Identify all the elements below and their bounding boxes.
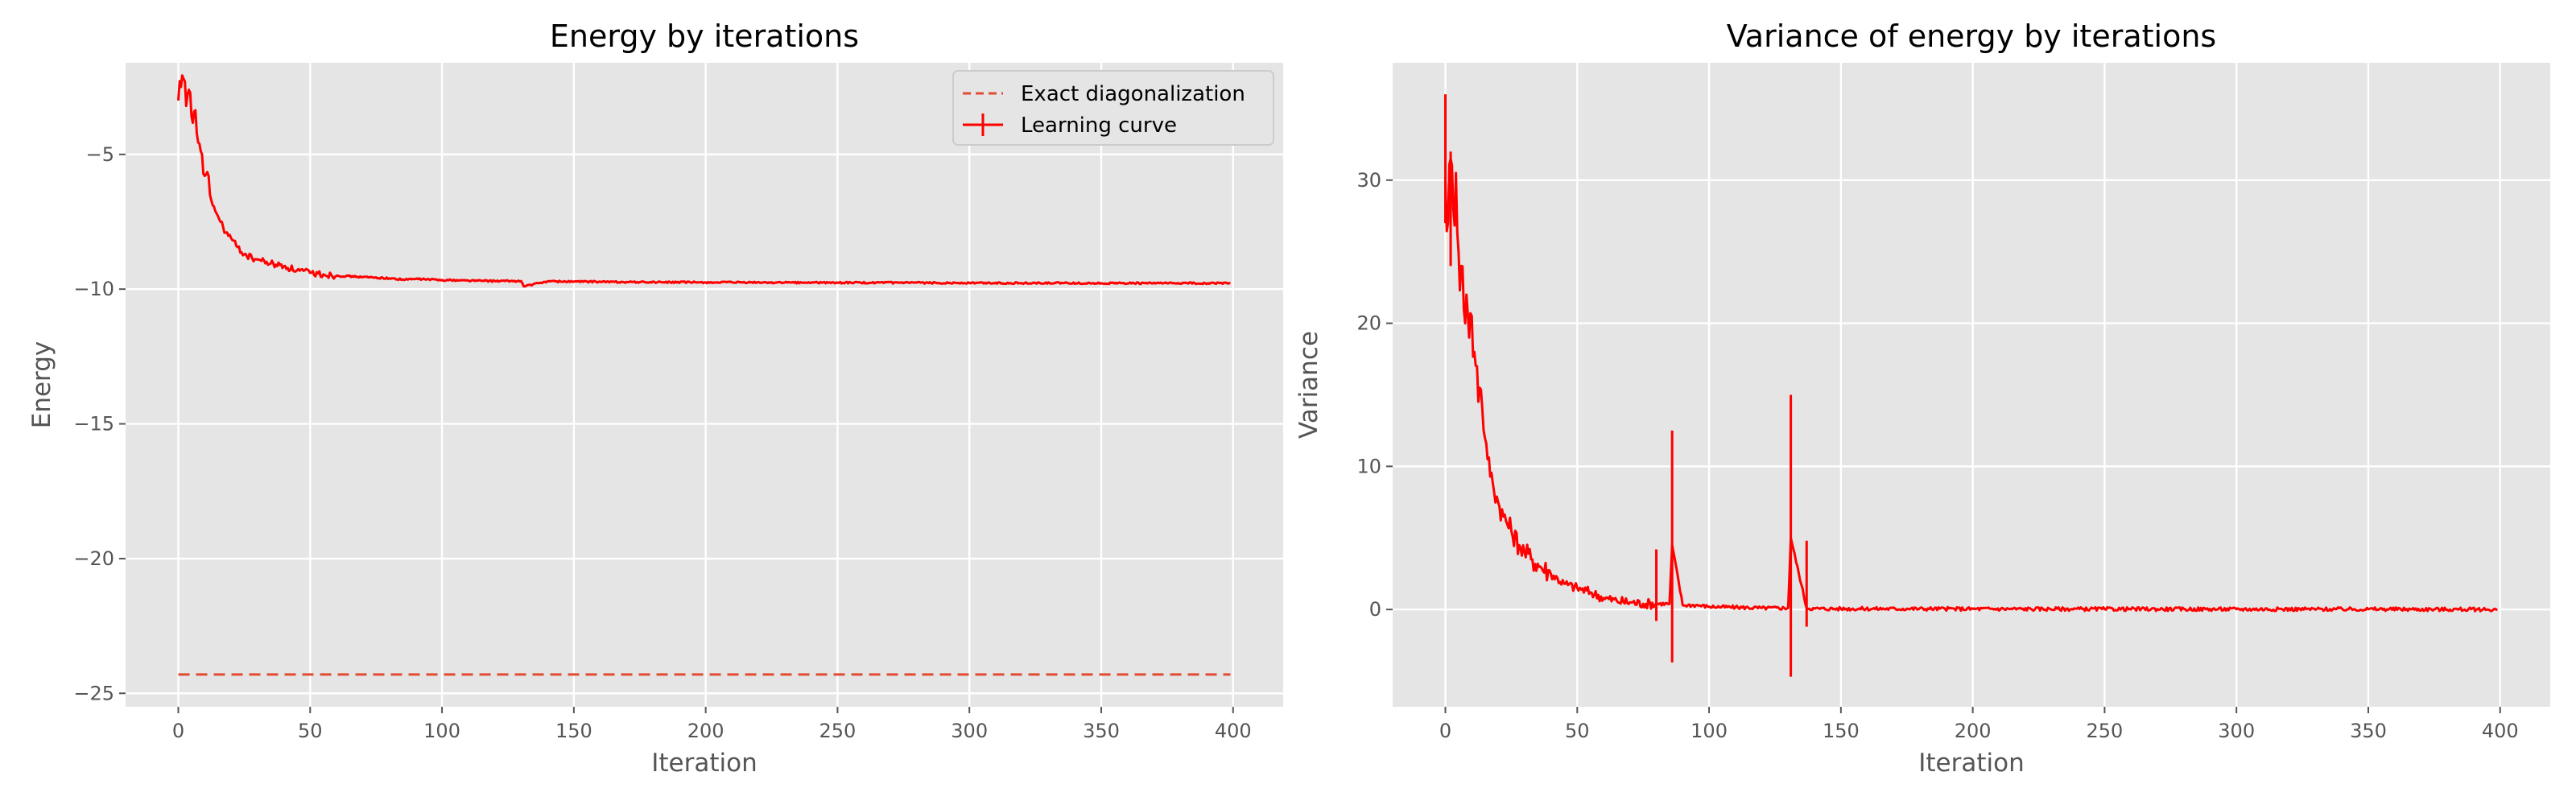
x-tick-label: 100 xyxy=(1690,720,1728,742)
y-tick-label: −5 xyxy=(86,143,114,166)
variance-y-axis-label: Variance xyxy=(1294,331,1323,439)
y-tick-label: 20 xyxy=(1356,312,1381,335)
x-tick-label: 100 xyxy=(423,720,460,742)
x-tick-label: 350 xyxy=(2350,720,2387,742)
x-tick-label: 50 xyxy=(1565,720,1590,742)
energy-series xyxy=(177,74,1231,676)
x-tick-label: 250 xyxy=(819,720,857,742)
variance-chart-title: Variance of energy by iterations xyxy=(1727,19,2216,54)
y-tick-label: −25 xyxy=(73,682,114,704)
energy-x-axis-label: Iteration xyxy=(651,749,758,778)
x-tick-label: 150 xyxy=(1823,720,1860,742)
energy-plot-area xyxy=(126,63,1283,707)
y-tick-label: −20 xyxy=(73,547,114,570)
y-tick-label: 10 xyxy=(1356,455,1381,477)
legend-box xyxy=(952,70,1274,146)
x-tick-label: 150 xyxy=(555,720,592,742)
variance-chart: 0 50 100 150 200 250 300 350 400 0 10 20 30 Variance… xyxy=(1294,19,2550,778)
y-tick-label: −15 xyxy=(73,413,114,436)
variance-plot-area xyxy=(1393,63,2550,707)
energy-chart: 0 50 100 150 200 250 300 350 400 −5 −10 −15 −20 −25 E… xyxy=(27,19,1283,778)
x-tick-label: 200 xyxy=(687,720,724,742)
y-tick-label: 30 xyxy=(1356,169,1381,192)
x-tick-label: 0 xyxy=(1439,720,1451,742)
x-tick-label: 50 xyxy=(298,720,323,742)
x-tick-label: 400 xyxy=(1215,720,1252,742)
variance-ticks: 0 50 100 150 200 250 300 350 400 0 10 20 30 xyxy=(1356,169,2518,742)
energy-y-axis-label: Energy xyxy=(27,341,56,429)
x-tick-label: 300 xyxy=(951,720,988,742)
legend-learning-label: Learning curve xyxy=(1021,114,1177,138)
y-tick-label: −10 xyxy=(73,278,114,300)
variance-x-axis-label: Iteration xyxy=(1918,749,2025,778)
x-tick-label: 0 xyxy=(172,720,184,742)
variance-series xyxy=(1444,94,2498,677)
x-tick-label: 300 xyxy=(2218,720,2255,742)
x-tick-label: 400 xyxy=(2482,720,2519,742)
energy-grid xyxy=(126,63,1283,707)
energy-legend: Exact diagonalization Learning curve xyxy=(952,70,1274,146)
series-learning-curve xyxy=(177,74,1231,288)
energy-chart-title: Energy by iterations xyxy=(550,19,859,54)
energy-ticks: 0 50 100 150 200 250 300 350 400 −5 −10 −15 −20 −25 xyxy=(73,143,1251,742)
x-tick-label: 350 xyxy=(1083,720,1120,742)
x-tick-label: 200 xyxy=(1955,720,1992,742)
x-tick-label: 250 xyxy=(2087,720,2124,742)
y-tick-label: 0 xyxy=(1369,598,1381,621)
legend-exact-label: Exact diagonalization xyxy=(1021,82,1245,106)
series-variance-curve xyxy=(1444,157,2498,613)
